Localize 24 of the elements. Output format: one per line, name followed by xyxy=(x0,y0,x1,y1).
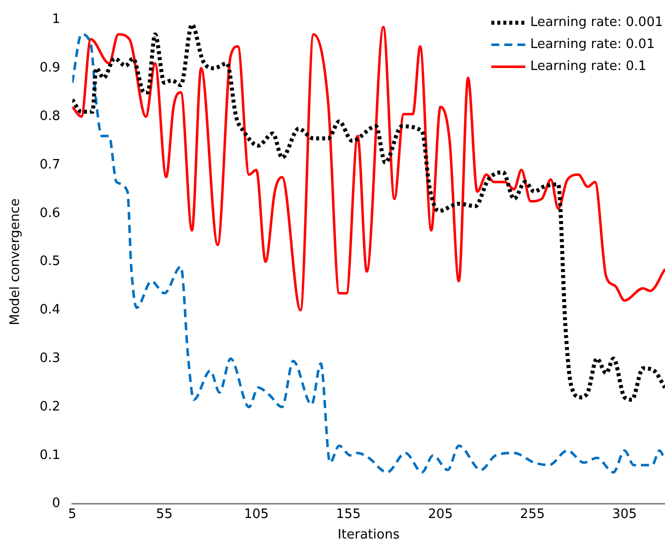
y-tick-label: 0.3 xyxy=(40,350,60,366)
y-tick-label: 1 xyxy=(52,12,60,28)
x-tick-label: 55 xyxy=(156,506,173,522)
y-tick-label: 0.7 xyxy=(40,157,60,172)
x-axis-title: Iterations xyxy=(338,528,400,543)
x-tick-label: 205 xyxy=(428,506,453,522)
y-tick-label: 0.5 xyxy=(40,254,60,270)
y-tick-label: 0.8 xyxy=(40,108,60,124)
x-tick-label: 105 xyxy=(244,506,269,522)
x-tick-label: 255 xyxy=(520,506,545,522)
x-tick-label: 155 xyxy=(336,506,361,522)
y-tick-label: 0.1 xyxy=(40,448,60,463)
line-series xyxy=(72,33,665,474)
y-tick-label: 0.4 xyxy=(40,302,60,318)
y-tick-label: 0.6 xyxy=(40,206,60,221)
x-tick-label: 5 xyxy=(68,506,76,522)
legend-label: Learning rate: 0.001 xyxy=(530,15,664,30)
legend-label: Learning rate: 0.1 xyxy=(530,59,646,74)
y-tick-label: 0 xyxy=(52,496,60,512)
y-tick-label: 0.2 xyxy=(40,399,60,414)
legend-label: Learning rate: 0.01 xyxy=(530,37,655,52)
y-axis-title: Model convergence xyxy=(8,198,24,326)
x-tick-label: 305 xyxy=(612,506,637,522)
y-tick-label: 0.9 xyxy=(40,60,60,76)
